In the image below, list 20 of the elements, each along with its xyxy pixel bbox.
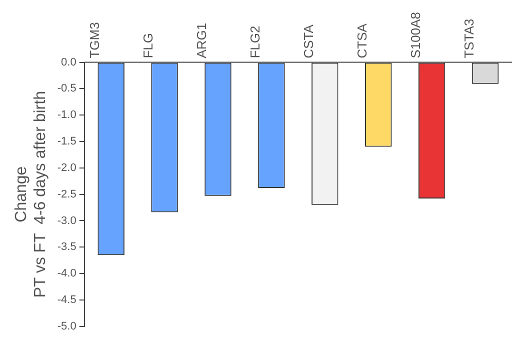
x-tick-label: CTSA [354,23,370,58]
x-tick-label: TGM3 [87,22,102,58]
y-tick-label: -1.0 [57,109,76,122]
x-tick-label: FLG2 [247,26,262,58]
x-tick-label: ARG1 [194,22,209,58]
x-tick-label: FLG [140,32,156,58]
y-tick-label: -3.0 [57,214,76,227]
y-tick-label: -2.5 [57,188,76,200]
y-tick-label: -5.0 [57,320,76,332]
y-tick-label: -1.5 [57,136,76,148]
y-tick-label: -2.0 [57,162,76,174]
y-tick-label: -4.5 [57,294,76,306]
y-tick-label: -4.0 [57,268,76,280]
y-tick-label: -3.5 [57,241,76,254]
x-tick-label: TSTA3 [461,18,476,58]
y-tick-label: 0.0 [61,56,76,68]
y-tick-label: -0.5 [57,82,76,95]
y-axis-title: Change PT vs FT 4-6 days after birth [13,91,50,298]
x-tick-label: S100A8 [408,12,423,58]
x-tick-label: CSTA [300,24,316,58]
